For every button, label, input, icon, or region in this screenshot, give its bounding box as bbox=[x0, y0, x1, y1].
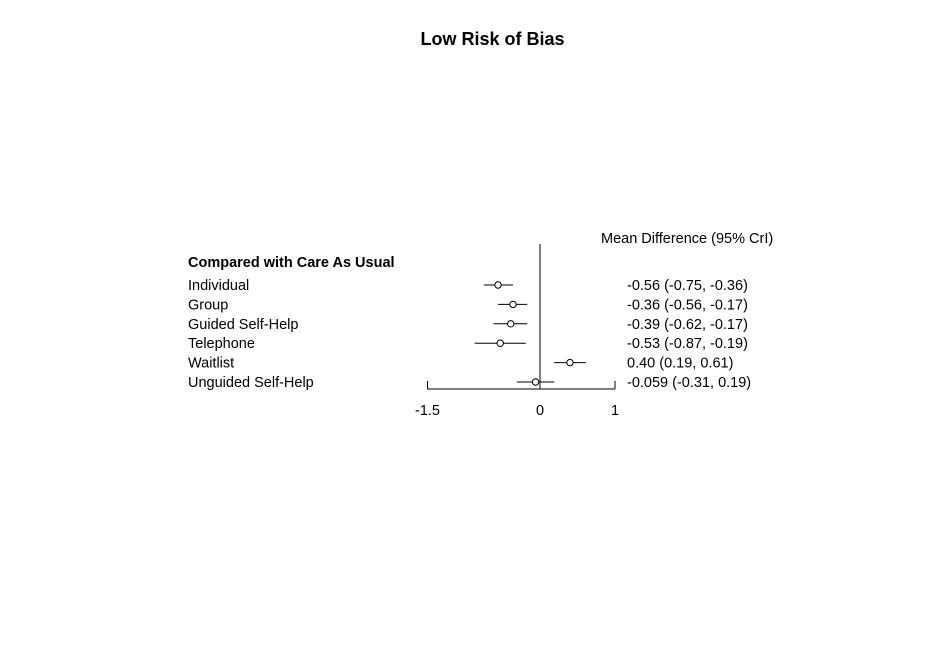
point-estimate bbox=[494, 281, 502, 289]
row-estimate-text: -0.36 (-0.56, -0.17) bbox=[627, 297, 748, 313]
point-estimate bbox=[531, 378, 540, 386]
point-estimate bbox=[566, 358, 574, 367]
point-estimate bbox=[507, 320, 515, 328]
row-label: Telephone bbox=[188, 336, 255, 352]
chart-title: Low Risk of Bias bbox=[420, 29, 565, 49]
row-estimate-text: -0.53 (-0.87, -0.19) bbox=[627, 336, 748, 352]
row-label: Guided Self-Help bbox=[188, 317, 298, 333]
x-tick-label: 1 bbox=[611, 403, 619, 419]
x-axis-ticks: -1.5 0 1 bbox=[415, 381, 619, 419]
row-label: Waitlist bbox=[188, 356, 234, 372]
row-label: Individual bbox=[188, 278, 249, 294]
row-label: Group bbox=[188, 297, 228, 313]
estimate-column-header: Mean Difference (95% CrI) bbox=[601, 231, 773, 247]
row-estimate-text: -0.39 (-0.62, -0.17) bbox=[627, 317, 748, 333]
row-label: Unguided Self-Help bbox=[188, 375, 314, 391]
x-tick-label: -1.5 bbox=[415, 403, 440, 419]
forest-row: Waitlist 0.40 (0.19, 0.61) bbox=[188, 356, 733, 372]
row-estimate-text: -0.56 (-0.75, -0.36) bbox=[627, 278, 748, 294]
forest-rows: Individual -0.56 (-0.75, -0.36) Group -0.36… bbox=[188, 278, 751, 391]
forest-row: Group -0.36 (-0.56, -0.17) bbox=[188, 297, 748, 313]
forest-row: Unguided Self-Help -0.059 (-0.31, 0.19) bbox=[188, 375, 751, 391]
forest-row: Telephone -0.53 (-0.87, -0.19) bbox=[188, 336, 748, 352]
forest-row: Guided Self-Help -0.39 (-0.62, -0.17) bbox=[188, 317, 748, 333]
point-estimate bbox=[496, 339, 504, 347]
x-tick-label: 0 bbox=[536, 403, 544, 419]
forest-row: Individual -0.56 (-0.75, -0.36) bbox=[188, 278, 748, 294]
row-estimate-text: -0.059 (-0.31, 0.19) bbox=[627, 375, 751, 391]
point-estimate bbox=[509, 300, 517, 309]
group-heading: Compared with Care As Usual bbox=[188, 255, 395, 271]
row-estimate-text: 0.40 (0.19, 0.61) bbox=[627, 356, 733, 372]
